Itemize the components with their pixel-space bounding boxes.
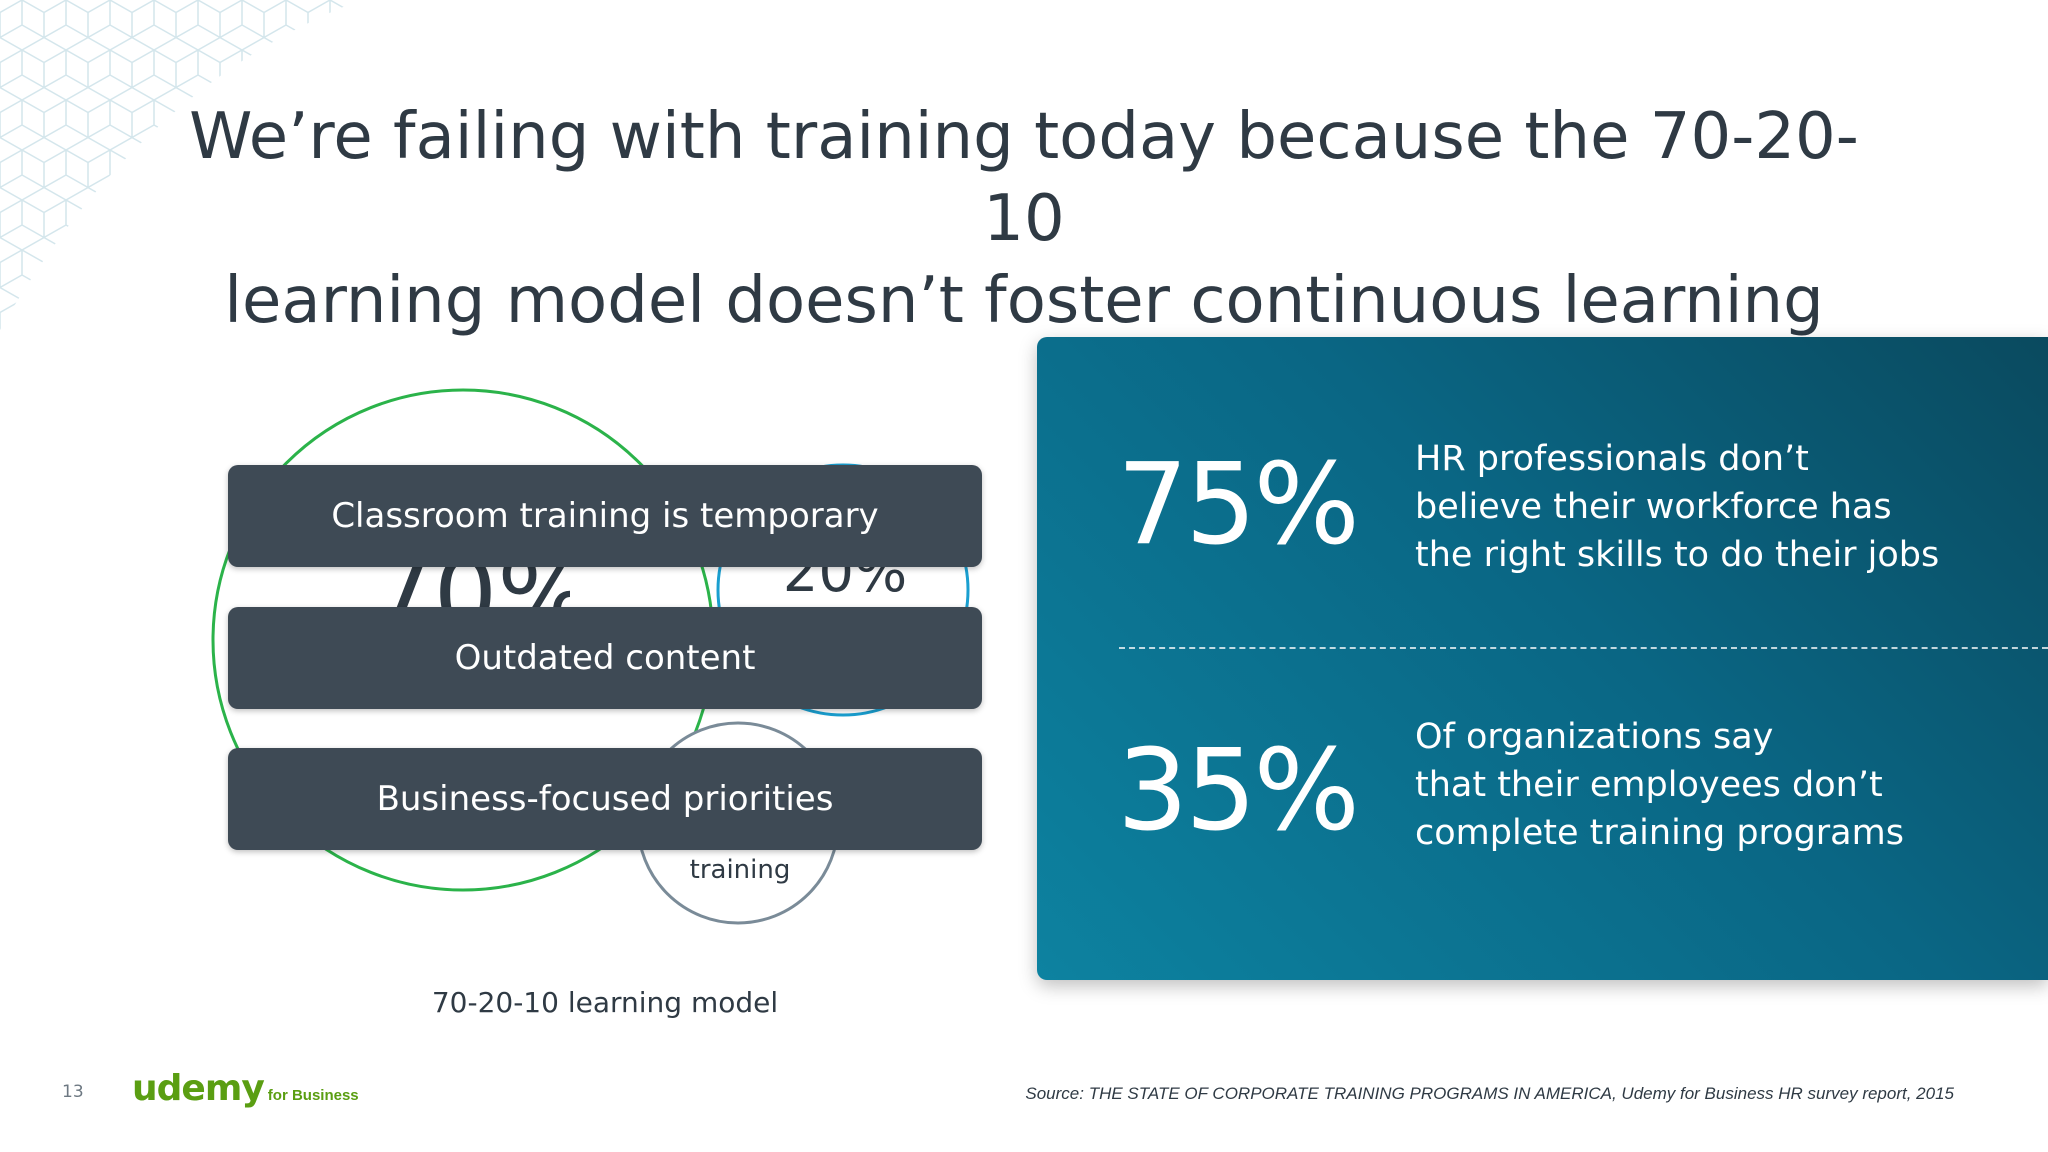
stat-line: Of organizations say [1415,717,1774,757]
source-citation: Source: THE STATE OF CORPORATE TRAINING … [1025,1084,1954,1103]
logo-wordmark: udemy [132,1068,265,1109]
stat-line: believe their workforce has [1415,487,1892,527]
stats-divider [1119,647,2048,649]
stat-line: HR professionals don’t [1415,439,1809,479]
bar-label: Business-focused priorities [376,779,834,819]
stat-value-75: 75% [1117,440,1360,570]
stats-panel: 75% HR professionals don’t believe their… [1037,337,2048,980]
bar-classroom-training: Classroom training is temporary [228,465,982,567]
title-line-1: We’re failing with training today becaus… [189,100,1859,256]
circle-label-training: training [689,855,791,885]
title-line-2: learning model doesn’t foster continuous… [224,264,1824,338]
stat-description-35: Of organizations say that their employee… [1415,713,2035,857]
bar-business-priorities: Business-focused priorities [228,748,982,850]
stat-line: that their employees don’t [1415,765,1883,805]
bar-outdated-content: Outdated content [228,607,982,709]
stat-value-35: 35% [1117,726,1360,856]
stat-line: the right skills to do their jobs [1415,535,1940,575]
logo-subtitle: for Business [267,1087,359,1104]
slide-title: We’re failing with training today becaus… [150,96,1898,342]
udemy-logo: udemy for Business [132,1068,359,1109]
diagram-caption: 70-20-10 learning model [431,986,779,1019]
stat-description-75: HR professionals don’t believe their wor… [1415,435,2035,579]
page-number: 13 [62,1082,84,1102]
cube-pattern-decoration [0,0,360,330]
bar-label: Classroom training is temporary [331,496,879,536]
bar-label: Outdated content [454,638,756,678]
stat-line: complete training programs [1415,813,1904,853]
